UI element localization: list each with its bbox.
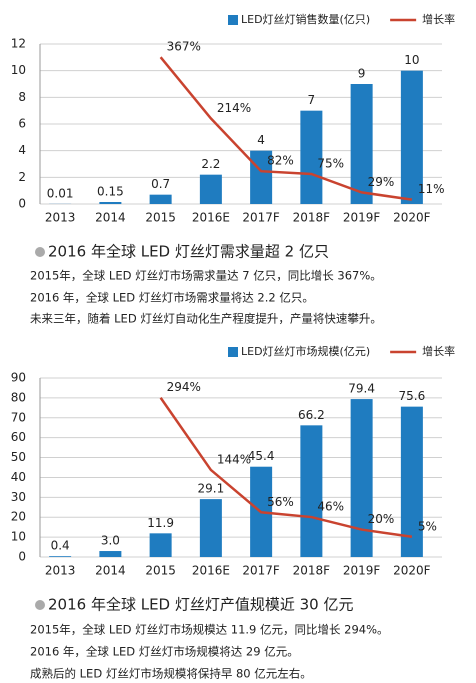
bar (49, 556, 72, 557)
x-tick-label: 2013 (45, 211, 76, 225)
line-label: 11% (418, 182, 445, 196)
y-tick-label: 50 (11, 450, 26, 464)
bar (300, 110, 323, 204)
line-label: 56% (267, 495, 294, 509)
legend-label: 增长率 (422, 12, 455, 26)
bar (199, 174, 222, 204)
y-tick-label: 90 (11, 371, 26, 385)
growth-line (159, 397, 413, 539)
y-tick-label: 10 (11, 530, 26, 544)
line-label: 144% (217, 452, 251, 466)
section-heading: 2016 年全球 LED 灯丝灯产值规模近 30 亿元 (48, 596, 354, 614)
x-tick-label: 2016E (192, 211, 230, 225)
y-tick-label: 20 (11, 510, 26, 524)
x-tick-label: 2015 (145, 211, 176, 225)
x-tick-label: 2017F (242, 564, 280, 578)
bar (400, 406, 423, 557)
y-tick-label: 0 (18, 197, 26, 211)
x-tick-label: 2014 (95, 564, 126, 578)
legend-swatch (228, 15, 238, 25)
line-label: 367% (167, 40, 201, 54)
y-tick-label: 40 (11, 470, 26, 484)
line-label: 82% (267, 154, 294, 168)
y-tick-label: 60 (11, 430, 26, 444)
x-tick-label: 2016E (192, 564, 230, 578)
y-tick-label: 80 (11, 390, 26, 404)
x-tick-label: 2015 (145, 564, 176, 578)
legend-swatch (228, 347, 238, 357)
line-label: 46% (317, 500, 344, 514)
legend-label: LED灯丝灯市场规模(亿元) (241, 344, 370, 358)
x-tick-label: 2020F (393, 211, 431, 225)
x-tick-label: 2018F (293, 564, 331, 578)
bar (300, 425, 323, 557)
bar-label: 0.01 (47, 186, 74, 200)
y-tick-label: 4 (18, 143, 26, 157)
x-tick-label: 2013 (45, 564, 76, 578)
legend-label: 增长率 (422, 344, 455, 358)
bar-label: 0.15 (97, 185, 124, 199)
bar (149, 194, 172, 204)
line-label: 5% (418, 519, 437, 533)
bar-label: 66.2 (298, 408, 325, 422)
bar (199, 499, 222, 557)
bar-label: 4 (257, 133, 265, 147)
line-label: 214% (217, 101, 251, 115)
y-tick-label: 30 (11, 490, 26, 504)
bar-label: 10 (404, 53, 419, 67)
paragraph-line: 未来三年，随着 LED 灯丝灯自动化生产程度提升，产量将快速攀升。 (30, 312, 382, 326)
x-tick-label: 2014 (95, 211, 126, 225)
bar-label: 9 (358, 67, 366, 81)
bar (99, 202, 122, 204)
bullet (35, 600, 45, 610)
bar (99, 551, 122, 557)
x-tick-label: 2020F (393, 564, 431, 578)
paragraph-line: 2016 年，全球 LED 灯丝灯市场规模将达 29 亿元。 (30, 645, 299, 659)
x-tick-label: 2018F (293, 211, 331, 225)
y-tick-label: 12 (11, 37, 26, 51)
bar (400, 70, 423, 205)
paragraph-line: 2015年，全球 LED 灯丝灯市场需求量达 7 亿只，同比增长 367%。 (30, 269, 382, 283)
x-tick-label: 2019F (343, 211, 381, 225)
bar-label: 45.4 (248, 449, 275, 463)
y-tick-label: 70 (11, 410, 26, 424)
bar-label: 3.0 (101, 534, 120, 548)
growth-line (159, 56, 413, 201)
y-tick-label: 8 (18, 90, 26, 104)
y-tick-label: 6 (18, 117, 26, 131)
paragraph-line: 2015年，全球 LED 灯丝灯市场规模达 11.9 亿元，同比增长 294%。 (30, 623, 389, 637)
x-tick-label: 2019F (343, 564, 381, 578)
legend-label: LED灯丝灯销售数量(亿只) (241, 12, 370, 26)
line-label: 294% (167, 380, 201, 394)
bar (350, 84, 373, 204)
y-tick-label: 10 (11, 63, 26, 77)
bar-label: 29.1 (198, 482, 225, 496)
line-label: 20% (368, 512, 395, 526)
y-tick-label: 2 (18, 170, 26, 184)
bar-label: 0.4 (51, 539, 70, 553)
bar (350, 399, 373, 557)
bullet (35, 247, 45, 257)
bar-label: 2.2 (201, 157, 220, 171)
bar (149, 533, 172, 557)
bar-label: 75.6 (399, 389, 426, 403)
paragraph-line: 2016 年，全球 LED 灯丝灯市场需求量将达 2.2 亿只。 (30, 291, 314, 305)
bar-label: 0.7 (151, 177, 170, 191)
line-label: 29% (368, 175, 395, 189)
bar-label: 79.4 (348, 382, 375, 396)
section-heading: 2016 年全球 LED 灯丝灯需求量超 2 亿只 (48, 243, 329, 261)
bar-label: 11.9 (147, 516, 174, 530)
x-tick-label: 2017F (242, 211, 280, 225)
paragraph-line: 成熟后的 LED 灯丝灯市场规模将保持早 80 亿元左右。 (30, 667, 312, 681)
bar-label: 7 (308, 93, 316, 107)
line-label: 75% (317, 157, 344, 171)
y-tick-label: 0 (18, 550, 26, 564)
